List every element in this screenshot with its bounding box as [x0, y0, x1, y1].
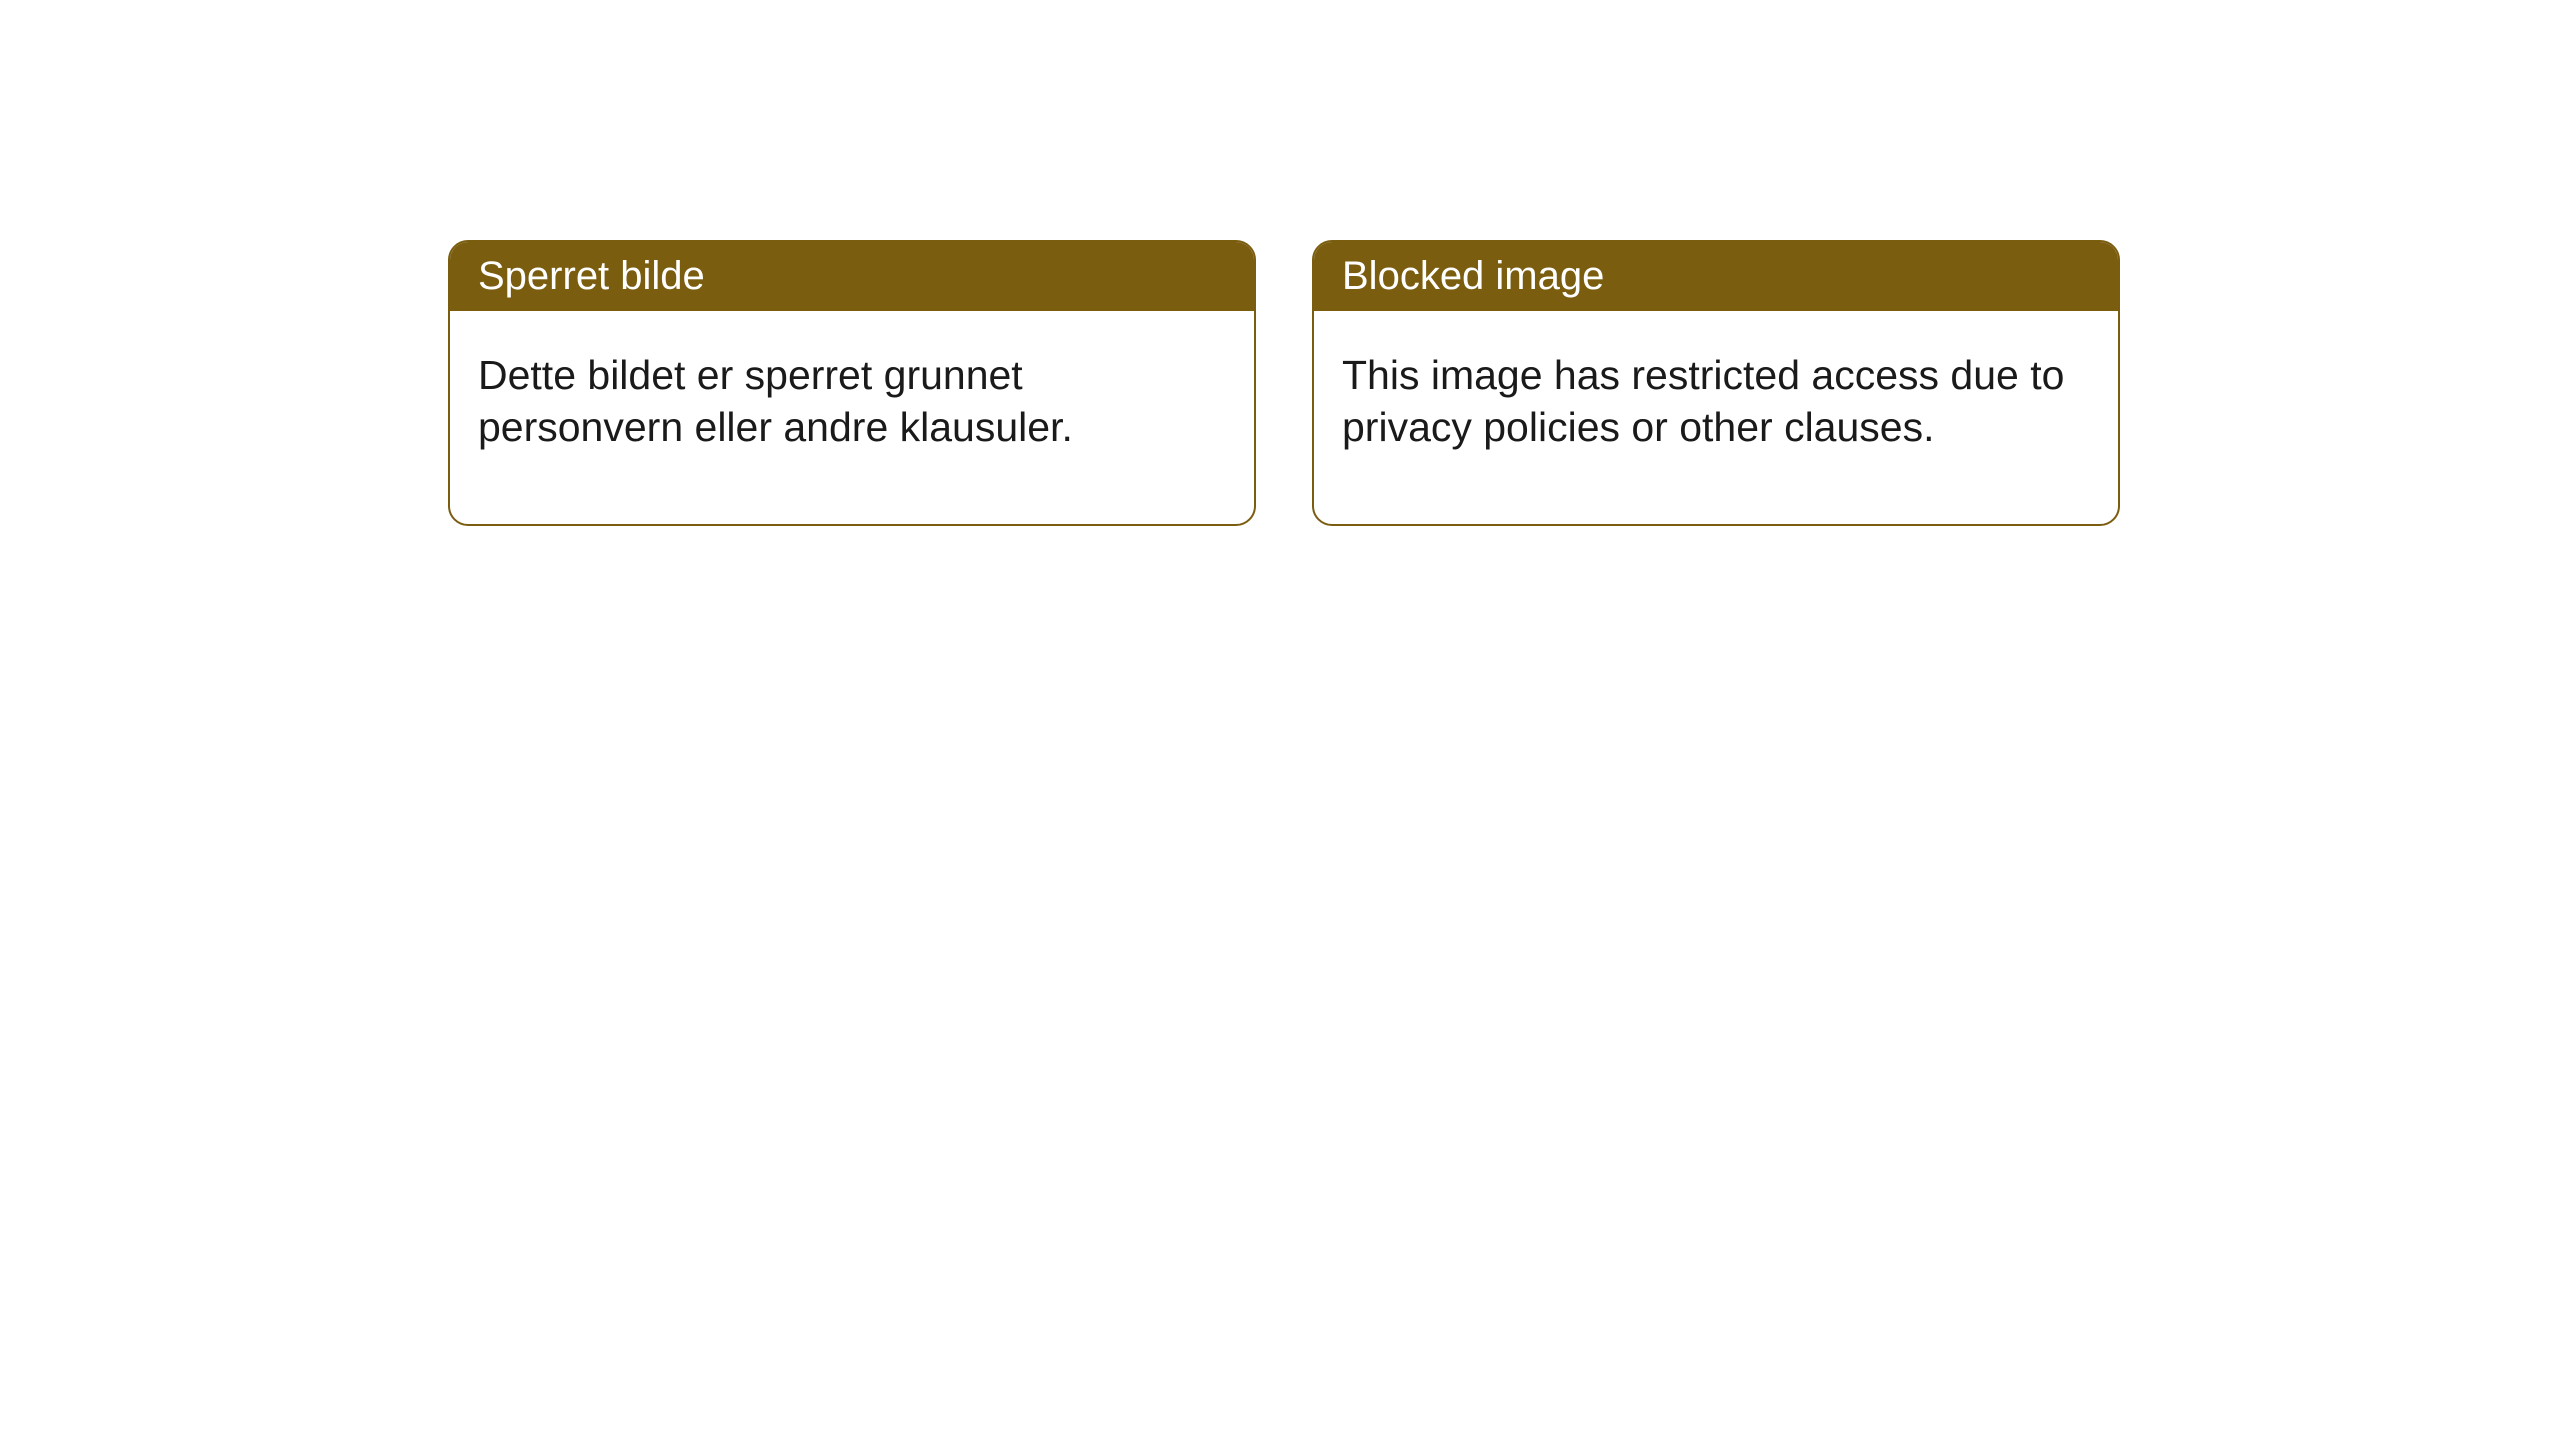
card-body-norwegian: Dette bildet er sperret grunnet personve…	[450, 311, 1254, 524]
card-message-norwegian: Dette bildet er sperret grunnet personve…	[478, 352, 1073, 450]
notice-card-norwegian: Sperret bilde Dette bildet er sperret gr…	[448, 240, 1256, 526]
notice-card-english: Blocked image This image has restricted …	[1312, 240, 2120, 526]
card-message-english: This image has restricted access due to …	[1342, 352, 2064, 450]
notice-cards-container: Sperret bilde Dette bildet er sperret gr…	[448, 240, 2120, 526]
card-title-norwegian: Sperret bilde	[478, 254, 705, 298]
card-body-english: This image has restricted access due to …	[1314, 311, 2118, 524]
card-header-norwegian: Sperret bilde	[450, 242, 1254, 311]
card-title-english: Blocked image	[1342, 254, 1604, 298]
card-header-english: Blocked image	[1314, 242, 2118, 311]
